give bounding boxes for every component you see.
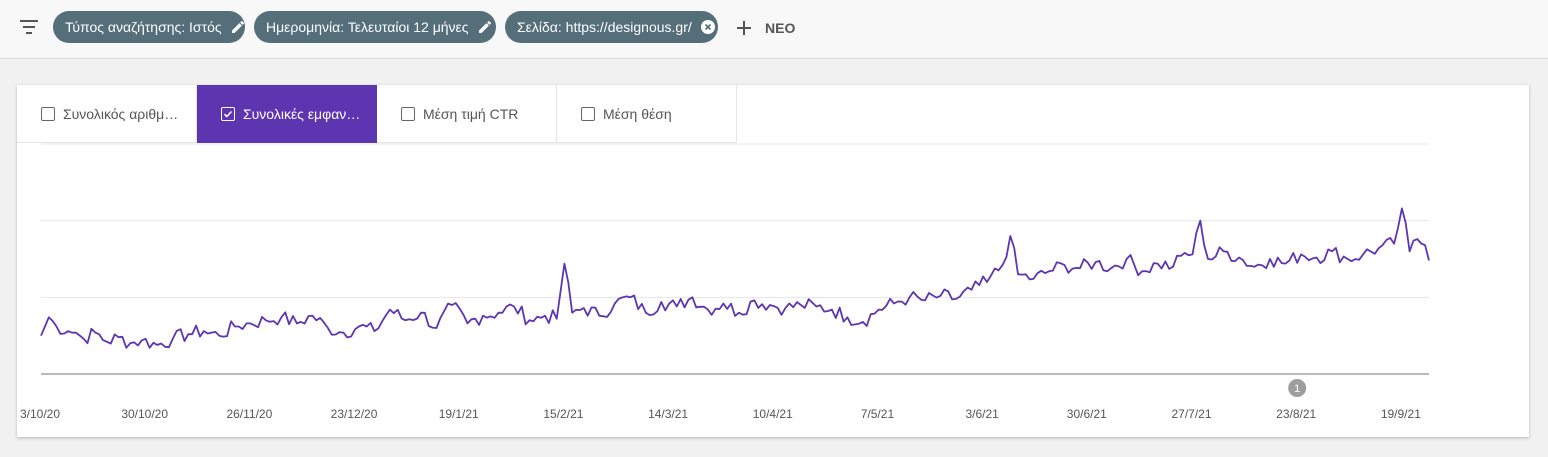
x-tick-label: 23/12/20 <box>331 407 378 421</box>
annotation-marker <box>1288 379 1307 397</box>
x-tick-label: 30/10/20 <box>121 407 168 421</box>
chip-label: Σελίδα: https://designous.gr/ <box>517 19 692 35</box>
x-tick-label: 19/9/21 <box>1381 407 1421 421</box>
x-tick-label: 23/8/21 <box>1276 407 1316 421</box>
checkbox-checked-icon[interactable] <box>221 106 235 121</box>
filter-bar: Τύπος αναζήτησης: Ιστός Ημερομηνία: Τελε… <box>0 0 1548 59</box>
add-filter-button[interactable]: ΝΕΟ <box>735 14 795 42</box>
x-tick-label: 10/4/21 <box>753 407 793 421</box>
edit-icon[interactable] <box>231 20 245 34</box>
filter-chip-date[interactable]: Ημερομηνία: Τελευταίοι 12 μήνες <box>254 11 496 43</box>
edit-icon[interactable] <box>478 20 492 34</box>
filter-chip-page[interactable]: Σελίδα: https://designous.gr/ <box>505 11 718 43</box>
impressions-series-line <box>40 207 1430 349</box>
x-tick-label: 7/5/21 <box>861 407 895 421</box>
x-tick-label: 27/7/21 <box>1171 407 1211 421</box>
metric-tab-position[interactable]: Μέση θέση <box>557 85 737 143</box>
clear-icon[interactable] <box>700 20 715 34</box>
performance-chart-card: Συνολικός αριθμ… Συνολικές εμφαν… Μέση τ… <box>17 85 1529 437</box>
checkbox-icon[interactable] <box>581 106 595 121</box>
add-filter-label: ΝΕΟ <box>765 20 796 36</box>
metric-tab-impressions[interactable]: Συνολικές εμφαν… <box>197 85 377 143</box>
metric-tab-clicks[interactable]: Συνολικός αριθμ… <box>17 85 197 143</box>
chip-label: Τύπος αναζήτησης: Ιστός <box>65 19 222 35</box>
filter-chip-search-type[interactable]: Τύπος αναζήτησης: Ιστός <box>53 11 245 43</box>
impressions-line-chart: 3/10/20 30/10/20 26/11/20 23/12/20 19/1/21 15… <box>20 143 1430 421</box>
x-tick-label: 3/10/20 <box>20 407 60 421</box>
plus-icon <box>735 19 753 37</box>
x-tick-label: 14/3/21 <box>648 407 688 421</box>
x-tick-label: 15/2/21 <box>543 407 583 421</box>
annotation-label: 1 <box>1294 383 1300 395</box>
x-tick-label: 3/6/21 <box>965 407 999 421</box>
x-tick-label: 26/11/20 <box>226 407 272 421</box>
x-tick-label: 30/6/21 <box>1067 407 1107 421</box>
checkbox-icon[interactable] <box>41 106 55 121</box>
chip-label: Ημερομηνία: Τελευταίοι 12 μήνες <box>266 19 469 35</box>
filter-icon[interactable] <box>19 19 39 35</box>
x-tick-label: 19/1/21 <box>439 407 479 421</box>
metric-tab-ctr[interactable]: Μέση τιμή CTR <box>377 85 557 143</box>
checkbox-icon[interactable] <box>401 106 415 121</box>
